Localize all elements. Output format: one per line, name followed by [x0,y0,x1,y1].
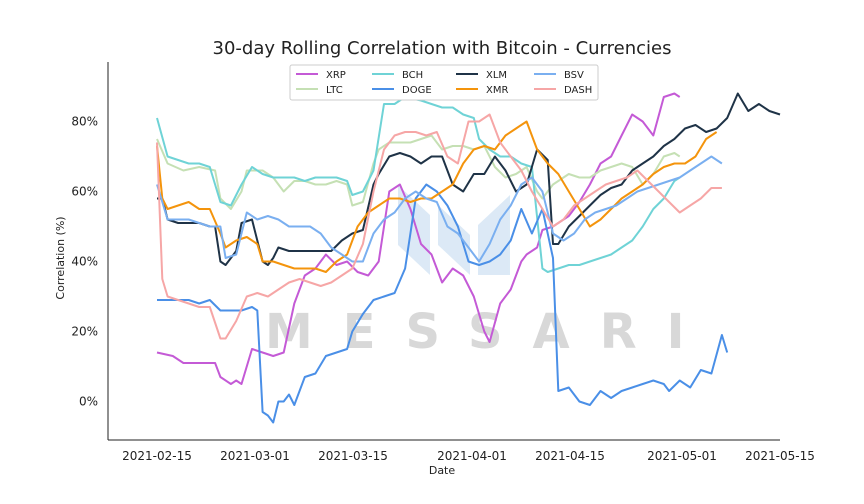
series-line-xlm [157,92,781,266]
legend-label-xrp: XRP [326,70,346,81]
x-tick-label: 2021-03-15 [318,449,388,463]
plot-area [156,92,781,424]
series-line-bch [156,96,681,273]
x-tick-label: 2021-02-15 [122,449,192,463]
series-line-doge [157,183,729,424]
legend-label-ltc: LTC [326,85,343,96]
watermark-text: MESSARI [265,304,715,360]
series-line-dash [156,113,722,340]
x-tick-label: 2021-04-01 [437,449,507,463]
legend-label-doge: DOGE [402,85,432,96]
x-tick-label: 2021-05-15 [745,449,815,463]
y-tick-label: 20% [71,325,98,339]
series-line-xrp [156,92,681,385]
legend-label-xmr: XMR [486,85,508,96]
y-tick-labels: 0% 20% 40% 60% 80% [71,115,98,409]
y-tick-label: 40% [71,255,98,269]
x-tick-label: 2021-05-01 [647,449,717,463]
y-tick-label: 80% [71,115,98,129]
chart-title: 30-day Rolling Correlation with Bitcoin … [213,38,672,59]
x-tick-label: 2021-04-15 [535,449,605,463]
legend-label-bsv: BSV [564,70,584,81]
legend-label-bch: BCH [402,70,423,81]
x-tick-labels: 2021-02-15 2021-03-01 2021-03-15 2021-04-01… [122,449,815,463]
y-axis-label: Correlation (%) [54,216,67,299]
legend: XRP LTC BCH DOGE XLM XMR BSV DASH [289,64,599,101]
x-tick-label: 2021-03-01 [220,449,290,463]
y-tick-label: 0% [79,395,98,409]
legend-label-xlm: XLM [486,70,507,81]
legend-label-dash: DASH [564,85,592,96]
series-line-bsv [156,155,723,263]
legend-box [289,64,599,101]
y-tick-label: 60% [71,185,98,199]
x-axis-label: Date [429,464,456,477]
